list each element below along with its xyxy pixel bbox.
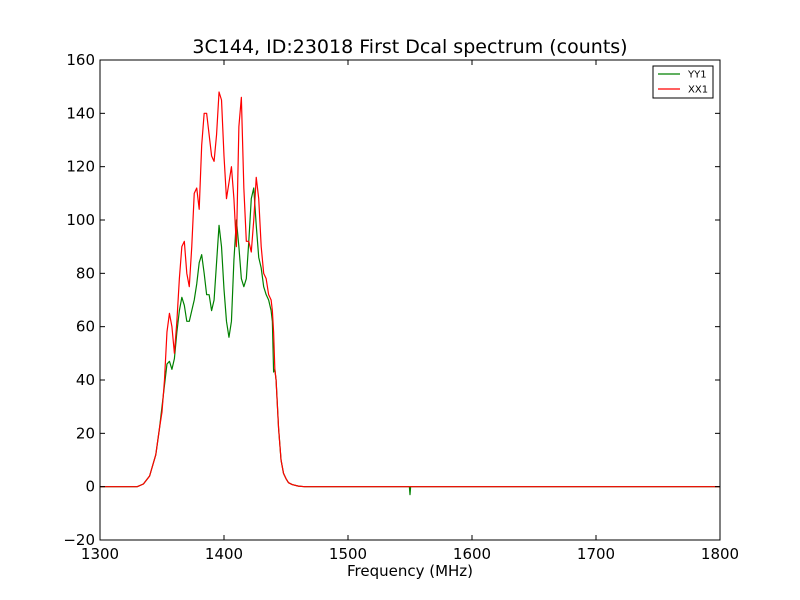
y-tick-label: 20 — [76, 424, 95, 442]
legend-label-xx1: XX1 — [688, 85, 708, 96]
legend-label-yy1: YY1 — [687, 70, 707, 81]
plot-area — [99, 59, 721, 541]
x-tick-label: 1700 — [577, 545, 615, 563]
y-tick-label: 0 — [85, 478, 95, 496]
y-tick-label: 140 — [66, 104, 95, 122]
plot-frame — [99, 59, 721, 541]
series-layer — [100, 91, 720, 496]
y-tick-label: 120 — [66, 158, 95, 176]
y-tick-label: 160 — [66, 51, 95, 69]
series-line-xx1 — [100, 91, 720, 488]
chart-title: 3C144, ID:23018 First Dcal spectrum (cou… — [192, 36, 627, 58]
x-tick-label: 1500 — [329, 545, 367, 563]
y-tick-label: 60 — [76, 318, 95, 336]
plot-background — [100, 60, 720, 540]
x-tick-label: 1400 — [205, 545, 243, 563]
x-tick-label: 1600 — [453, 545, 491, 563]
legend-box — [652, 65, 714, 99]
ticks-layer: 1300 1400 1500 1600 1700 1800 −20 0 20 40 60 80 100 1… — [63, 51, 739, 563]
legend: YY1 XX1 — [652, 65, 714, 99]
x-tick-label: 1800 — [701, 545, 739, 563]
y-tick-label: 100 — [66, 211, 95, 229]
y-tick-label: 40 — [76, 371, 95, 389]
x-axis-label: Frequency (MHz) — [347, 562, 473, 580]
y-tick-label: −20 — [63, 531, 95, 549]
x-tick-label: 1300 — [81, 545, 119, 563]
y-tick-label: 80 — [76, 264, 95, 282]
